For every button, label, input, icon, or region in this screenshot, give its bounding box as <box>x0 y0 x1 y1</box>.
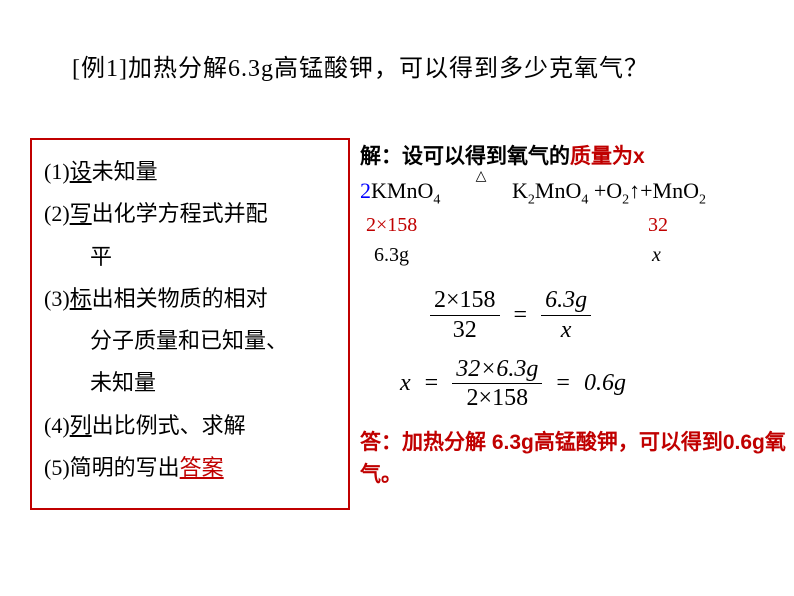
proportion-equation: 2×158 32 = 6.3g x <box>360 286 790 345</box>
fraction-2: 6.3g x <box>541 286 591 345</box>
solution-var: 质量为x <box>570 145 645 168</box>
equals: = <box>417 370 447 397</box>
step-3: (3)标出相关物质的相对 <box>44 281 336 317</box>
step-key: 设 <box>70 159 92 184</box>
mm-right: 32 <box>648 214 668 237</box>
step-text: 出比例式、求解 <box>92 413 246 438</box>
step-3c: 未知量 <box>44 365 336 401</box>
x-var: x <box>400 369 411 395</box>
numerator: 32×6.3g <box>452 355 542 385</box>
step-3b: 分子质量和已知量、 <box>44 323 336 359</box>
equals: = <box>548 370 578 397</box>
step-5: (5)简明的写出答案 <box>44 450 336 486</box>
numerator: 2×158 <box>430 286 500 316</box>
products: K2MnO4 +O2↑+MnO2 <box>512 178 706 208</box>
result: 0.6g <box>584 369 626 395</box>
mass-row: 6.3g x <box>360 244 790 274</box>
step-key: 答案 <box>180 455 224 480</box>
sub: 4 <box>433 192 440 207</box>
solve-equation: x = 32×6.3g 2×158 = 0.6g <box>360 355 790 414</box>
step-text: 未知量 <box>92 159 158 184</box>
fraction-3: 32×6.3g 2×158 <box>452 355 542 414</box>
answer-text: 答：加热分解 6.3g高锰酸钾，可以得到0.6g氧气。 <box>360 427 790 490</box>
formula: MnO <box>535 178 581 203</box>
formula: KMnO <box>371 178 433 203</box>
step-key: 标 <box>70 286 92 311</box>
equals: = <box>506 302 536 329</box>
step-4: (4)列出比例式、求解 <box>44 408 336 444</box>
step-num: (3) <box>44 286 70 311</box>
heat-symbol: △ <box>460 172 502 182</box>
step-key: 列 <box>70 413 92 438</box>
reactant: 2KMnO4 <box>360 178 440 208</box>
solution-prefix: 解：设可以得到氧气的 <box>360 145 570 168</box>
step-text: 出化学方程式并配 <box>92 201 268 226</box>
steps-box: (1)设未知量 (2)写出化学方程式并配 平 (3)标出相关物质的相对 分子质量… <box>30 138 350 510</box>
formula: K <box>512 178 528 203</box>
mm-left: 2×158 <box>366 214 417 237</box>
step-text: 简明的写出 <box>70 455 180 480</box>
solution-set: 解：设可以得到氧气的质量为x <box>360 140 790 170</box>
step-num: (2) <box>44 201 70 226</box>
numerator: 6.3g <box>541 286 591 316</box>
denominator: 32 <box>430 316 500 345</box>
step-2: (2)写出化学方程式并配 <box>44 196 336 232</box>
formula: ↑+MnO <box>629 178 699 203</box>
sub: 2 <box>699 192 706 207</box>
step-num: (5) <box>44 455 70 480</box>
step-num: (1) <box>44 159 70 184</box>
chemical-equation: 2KMnO4 △ K2MnO4 +O2↑+MnO2 <box>360 178 790 214</box>
coef: 2 <box>360 178 371 203</box>
denominator: x <box>541 316 591 345</box>
sub: 2 <box>528 192 535 207</box>
formula: +O <box>588 178 622 203</box>
step-1: (1)设未知量 <box>44 154 336 190</box>
fraction-1: 2×158 32 <box>430 286 500 345</box>
problem-title: [例1]加热分解6.3g高锰酸钾，可以得到多少克氧气？ <box>72 48 649 83</box>
step-key: 写 <box>70 201 92 226</box>
step-text: 出相关物质的相对 <box>92 286 268 311</box>
molar-mass-row: 2×158 32 <box>360 214 790 242</box>
mass-right: x <box>652 244 661 267</box>
reaction-arrow: △ <box>460 172 502 182</box>
step-2b: 平 <box>44 239 336 275</box>
denominator: 2×158 <box>452 384 542 413</box>
step-num: (4) <box>44 413 70 438</box>
mass-left: 6.3g <box>374 244 409 267</box>
solution-area: 解：设可以得到氧气的质量为x 2KMnO4 △ K2MnO4 +O2↑+MnO2… <box>360 140 790 490</box>
